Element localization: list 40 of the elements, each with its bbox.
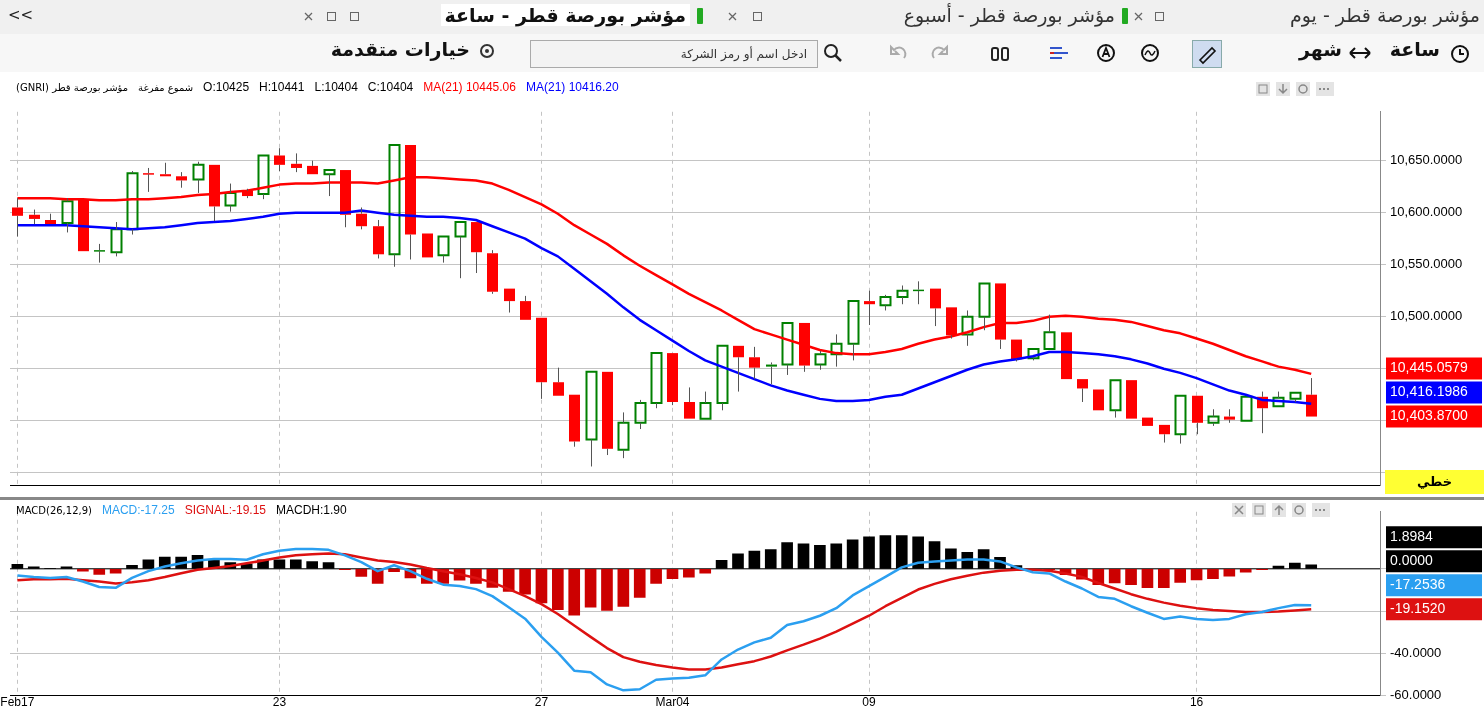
x-tick-label: 09 xyxy=(862,695,877,710)
x-tick-label: Mar04 xyxy=(655,695,690,710)
chart-title: MACD(26,12,9) xyxy=(16,504,92,516)
text: خيارات متقدمة xyxy=(330,38,470,60)
text: 1.8984 xyxy=(1390,528,1434,545)
text: شهر xyxy=(1298,38,1342,60)
text: 10,416.1986 xyxy=(1390,383,1469,400)
text: MA(21) 10445.06 xyxy=(423,80,516,94)
y-tick-label: -40.0000 xyxy=(1390,644,1442,660)
text: O:10425 xyxy=(203,80,250,94)
text: مؤشر بورصة قطر - أسبوع xyxy=(903,4,1115,26)
text: 0.0000 xyxy=(1390,552,1434,569)
search-field: ادخل اسم أو رمز الشركة xyxy=(530,40,818,68)
x-tick-label: 27 xyxy=(534,695,549,710)
chart-subtitle: شموع مفرغة xyxy=(138,81,194,93)
y-tick-label: 10,500.0000 xyxy=(1390,308,1463,324)
chart-title: مؤشر بورصة قطر (GNRI) xyxy=(16,81,129,93)
text: MACDH:1.90 xyxy=(276,503,347,517)
x-tick-label: 23 xyxy=(272,695,287,710)
text: L:10404 xyxy=(314,80,358,94)
x-tick-label: Feb17 xyxy=(0,695,35,710)
text: ساعة xyxy=(1389,38,1440,60)
text: مؤشر بورصة قطر - يوم xyxy=(1289,4,1480,26)
y-tick-label: 10,650.0000 xyxy=(1390,152,1463,168)
text: H:10441 xyxy=(259,80,305,94)
y-tick-label: 10,550.0000 xyxy=(1390,256,1463,272)
text: SIGNAL:-19.15 xyxy=(184,503,267,517)
text: 10,445.0579 xyxy=(1390,359,1469,376)
text: خطي xyxy=(1385,470,1484,494)
text: MA(21) 10416.20 xyxy=(525,80,619,94)
y-tick-label: 10,600.0000 xyxy=(1390,204,1463,220)
text: -19.1520 xyxy=(1390,600,1446,617)
text: C:10404 xyxy=(367,80,414,94)
text: مؤشر بورصة قطر - ساعة xyxy=(440,4,690,26)
text: 10,403.8700 xyxy=(1390,407,1469,424)
text: << xyxy=(8,6,34,24)
x-tick-label: 16 xyxy=(1189,695,1204,710)
y-tick-label: -60.0000 xyxy=(1390,687,1442,703)
text: -17.2536 xyxy=(1390,576,1446,593)
text: MACD:-17.25 xyxy=(101,503,175,517)
